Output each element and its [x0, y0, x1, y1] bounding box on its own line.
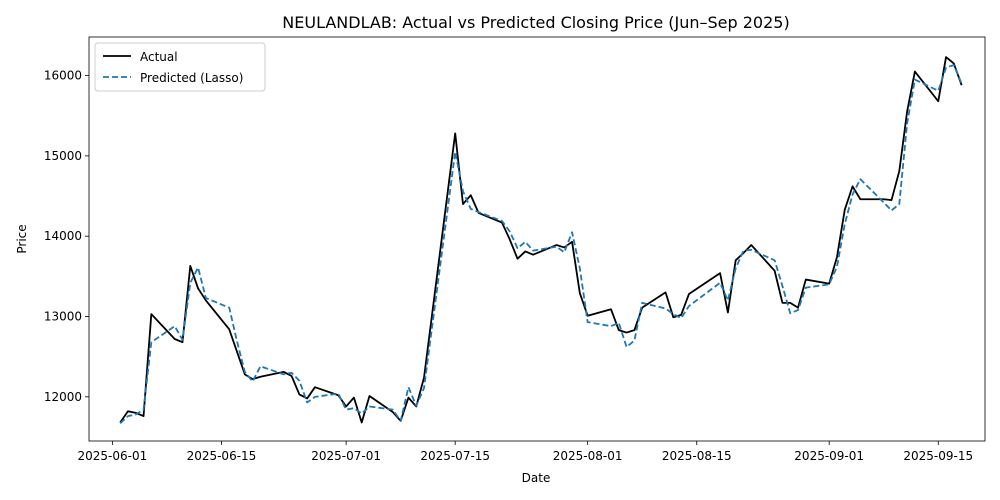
x-tick-label: 2025-06-15 [187, 449, 257, 463]
y-tick-label: 16000 [44, 69, 82, 83]
plot-area [89, 37, 985, 441]
y-tick-label: 14000 [44, 229, 82, 243]
x-axis-label: Date [522, 471, 551, 485]
x-tick-label: 2025-08-01 [553, 449, 623, 463]
plot-frame [88, 36, 986, 442]
legend-label-actual: Actual [140, 50, 178, 64]
x-tick-label: 2025-09-15 [903, 449, 973, 463]
legend-label-predicted: Predicted (Lasso) [140, 71, 243, 85]
legend: Actual Predicted (Lasso) [94, 42, 266, 92]
y-tick-label: 12000 [44, 390, 82, 404]
x-tick-label: 2025-08-15 [662, 449, 732, 463]
x-axis-ticks: 2025-06-01 2025-06-15 2025-07-01 2025-07-15… [77, 441, 973, 463]
y-axis-ticks: 12000 13000 14000 15000 16000 [44, 69, 89, 404]
x-tick-label: 2025-09-01 [794, 449, 864, 463]
series-lines [119, 56, 963, 424]
series-line-predicted [119, 64, 963, 424]
x-tick-label: 2025-07-01 [311, 449, 381, 463]
y-tick-label: 13000 [44, 310, 82, 324]
legend-box [94, 42, 266, 92]
y-tick-label: 15000 [44, 149, 82, 163]
y-axis-label: Price [15, 224, 29, 253]
x-tick-label: 2025-07-15 [420, 449, 490, 463]
chart-title: NEULANDLAB: Actual vs Predicted Closing … [282, 13, 789, 32]
x-tick-label: 2025-06-01 [77, 449, 147, 463]
